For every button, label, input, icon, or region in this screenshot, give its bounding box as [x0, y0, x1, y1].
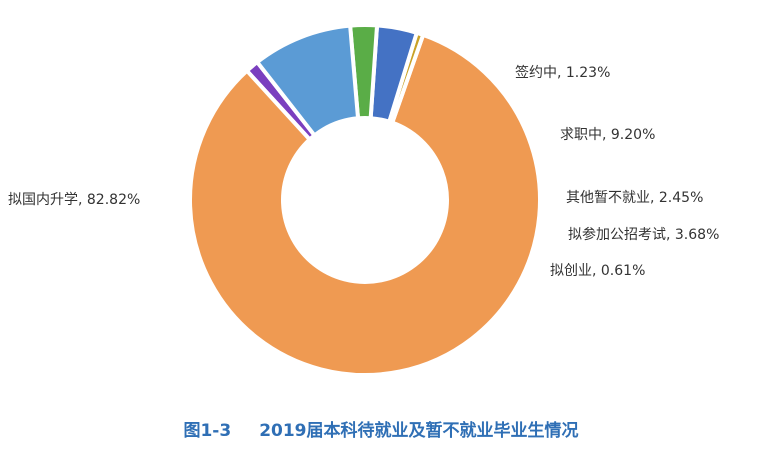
slice-label-1: 签约中, 1.23%: [515, 64, 610, 81]
slice-label-5: 其他暂不就业, 2.45%: [566, 190, 703, 206]
figure-title: 2019届本科待就业及暂不就业毕业生情况: [259, 421, 579, 441]
slice-label-6: 求职中, 9.20%: [560, 127, 655, 143]
figure-number: 图1-3: [183, 421, 232, 441]
slice-label-3: 拟创业, 0.61%: [550, 263, 645, 279]
slice-labels: 签约中, 1.23% 拟国内升学, 82.82% 拟创业, 0.61% 拟参加公招考试…: [8, 64, 719, 279]
donut-slices: [188, 23, 542, 377]
figure-caption: 图1-3 2019届本科待就业及暂不就业毕业生情况: [0, 416, 762, 441]
slice-label-2: 拟国内升学, 82.82%: [8, 192, 140, 208]
donut-chart: 签约中, 1.23% 拟国内升学, 82.82% 拟创业, 0.61% 拟参加公招考试…: [8, 23, 719, 377]
slice-6: [255, 23, 361, 138]
slice-2: [188, 32, 542, 377]
slice-label-4: 拟参加公招考试, 3.68%: [568, 226, 719, 243]
